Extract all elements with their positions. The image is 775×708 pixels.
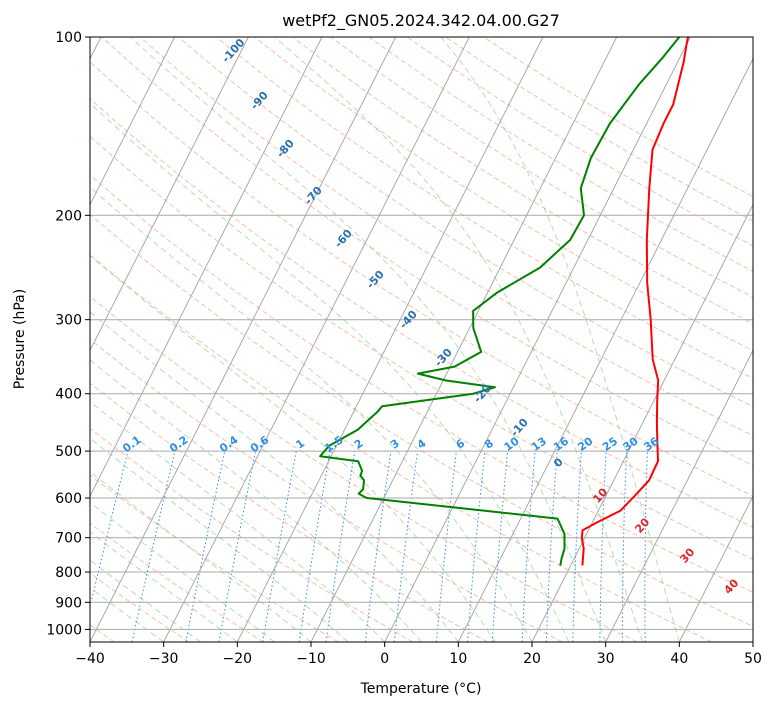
dry-adiabat-line [90, 97, 753, 528]
x-axis-label: Temperature (°C) [360, 681, 482, 697]
mixing-ratio-line [467, 451, 486, 642]
mixing-ratio-line [90, 450, 129, 610]
isotherm-line [90, 37, 176, 206]
y-tick-label: 500 [55, 444, 82, 460]
moist-adiabat-line [90, 559, 201, 642]
moist-adiabat-line [440, 37, 680, 642]
mixing-ratio-line [325, 451, 356, 642]
data-lines [319, 37, 690, 566]
mixing-ratio-line [393, 451, 419, 642]
y-tick-label: 900 [55, 595, 82, 611]
y-tick-label: 300 [55, 313, 82, 329]
dry-adiabat-line [90, 295, 638, 642]
dry-adiabat-line [90, 254, 712, 642]
y-tick-label: 400 [55, 387, 82, 403]
dry-adiabat-line [139, 37, 753, 437]
x-tick-label: −30 [149, 651, 179, 667]
x-tick-label: −40 [75, 651, 105, 667]
isotherm-line [236, 37, 544, 642]
dry-adiabat-line [90, 135, 753, 560]
dry-adiabat-line [216, 37, 753, 379]
y-tick-label: 800 [55, 565, 82, 581]
x-tick-label: 50 [744, 651, 762, 667]
y-tick-label: 200 [55, 208, 82, 224]
moist-adiabat-line [90, 502, 275, 642]
moist-adiabat-line [90, 531, 238, 642]
moist-adiabat-line [90, 400, 386, 642]
dry-adiabat-line [254, 37, 753, 352]
mixing-ratio-line [298, 451, 331, 642]
moist-adiabat-line [90, 359, 422, 642]
dewpoint-line [319, 37, 681, 566]
isotherm-line [605, 349, 753, 642]
x-tick-label: 30 [597, 651, 615, 667]
x-axis: −40 −30 −20 −10 0 10 20 30 40 50 [75, 642, 762, 667]
x-tick-label: 0 [380, 651, 389, 667]
moist-adiabat-line [90, 437, 349, 642]
y-tick-label: 700 [55, 531, 82, 547]
dry-adiabat-line [177, 37, 753, 408]
grid [90, 37, 753, 642]
x-tick-label: −10 [296, 651, 326, 667]
moist-adiabat-line [90, 311, 459, 642]
y-axis-label: Pressure (hPa) [12, 289, 28, 389]
mixing-ratio-line [435, 451, 457, 642]
x-tick-label: 20 [523, 651, 541, 667]
dry-adiabat-line [90, 61, 753, 497]
x-tick-label: 10 [449, 651, 467, 667]
mixing-ratio-line [131, 450, 176, 642]
isotherm-line [90, 37, 397, 642]
isotherm-line [384, 37, 691, 642]
isotherm-line [90, 37, 249, 352]
isotherm-line [678, 495, 753, 642]
y-axis: 100 200 300 400 500 600 700 800 900 1000 [46, 30, 90, 638]
moist-adiabat-line [90, 102, 570, 642]
temperature-line [580, 37, 690, 566]
moist-adiabat-line [130, 37, 607, 642]
x-tick-label: 40 [670, 651, 688, 667]
isotherm-line [90, 37, 323, 498]
dry-adiabat-line [90, 213, 753, 628]
dry-adiabat-line [90, 474, 339, 642]
plot-frame [89, 36, 754, 643]
isotherm-line [310, 37, 618, 642]
dry-adiabat-line [90, 382, 488, 642]
chart-title: wetPf2_GN05.2024.342.04.00.G27 [282, 11, 560, 31]
isotherm-line [457, 57, 753, 642]
moist-adiabat-line [274, 37, 643, 642]
y-tick-label: 1000 [46, 622, 82, 638]
mixing-ratio-line [491, 451, 509, 642]
y-tick-label: 600 [55, 491, 82, 507]
mixing-ratio-line [364, 451, 392, 642]
moist-adiabat-line [90, 586, 164, 642]
dry-adiabat-line [90, 572, 190, 642]
isotherm-line [163, 37, 470, 642]
x-tick-label: −20 [223, 651, 253, 667]
moist-adiabat-line [90, 186, 533, 642]
dry-adiabat-line [90, 338, 563, 642]
y-tick-label: 100 [55, 30, 82, 46]
moist-adiabat-line [90, 254, 496, 642]
